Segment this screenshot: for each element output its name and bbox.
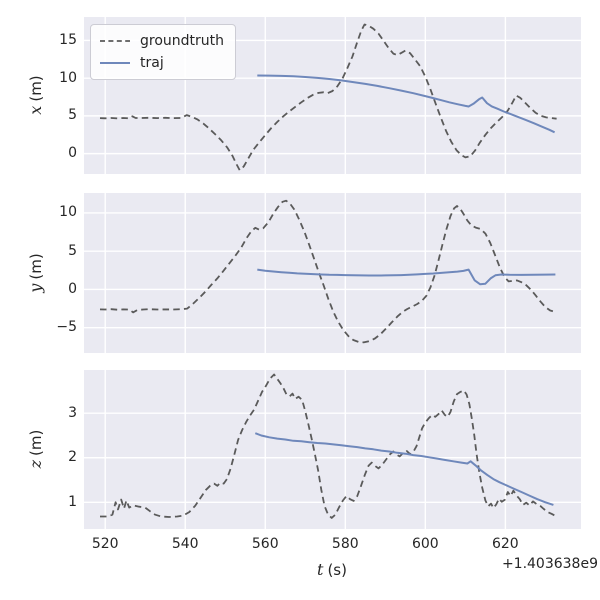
y-tick-label: 5 — [68, 242, 77, 259]
x-tick-label: 600 — [411, 536, 439, 552]
series-groundtruth-y — [99, 199, 556, 344]
y-tick-label: 1 — [68, 493, 77, 510]
y-tick-label: 5 — [68, 107, 77, 124]
legend-label-groundtruth: groundtruth — [140, 33, 225, 49]
legend-entry-groundtruth: groundtruth — [100, 30, 226, 52]
legend: groundtruth traj — [90, 24, 236, 80]
subplot-y — [84, 193, 581, 353]
y-tick-label: 2 — [68, 449, 77, 466]
x-axis-label-unit: (s) — [327, 561, 347, 579]
x-tick-label: 540 — [171, 536, 199, 552]
x-tick-label: 620 — [491, 536, 519, 552]
series-groundtruth-z — [100, 373, 557, 519]
x-tick-label: 580 — [331, 536, 359, 552]
y-tick-label: 0 — [68, 145, 77, 162]
x-axis-label-var: t — [317, 560, 324, 579]
series-traj-z — [254, 432, 554, 506]
x-axis-offset-text: +1.403638e9 — [501, 556, 598, 572]
y-tick-label: 15 — [59, 31, 77, 48]
legend-entry-traj: traj — [100, 52, 226, 74]
y-tick-label: −5 — [56, 319, 77, 336]
x-tick-label: 560 — [251, 536, 279, 552]
y-tick-label: 3 — [68, 404, 77, 421]
legend-label-traj: traj — [140, 55, 164, 71]
subplot-z — [84, 370, 581, 529]
dashed-line-sample-icon — [100, 40, 130, 42]
x-axis-label: t (s) — [292, 560, 372, 579]
y-tick-label: 10 — [59, 69, 77, 86]
y-tick-label: 0 — [68, 280, 77, 297]
plot-area-z — [84, 370, 581, 529]
x-tick-label: 520 — [91, 536, 119, 552]
plot-area-y — [84, 193, 581, 353]
y-tick-label: 10 — [59, 204, 77, 221]
series-traj-x — [257, 74, 556, 134]
series-groundtruth-x — [99, 23, 557, 172]
series-traj-y — [257, 268, 556, 286]
solid-line-sample-icon — [100, 62, 130, 64]
